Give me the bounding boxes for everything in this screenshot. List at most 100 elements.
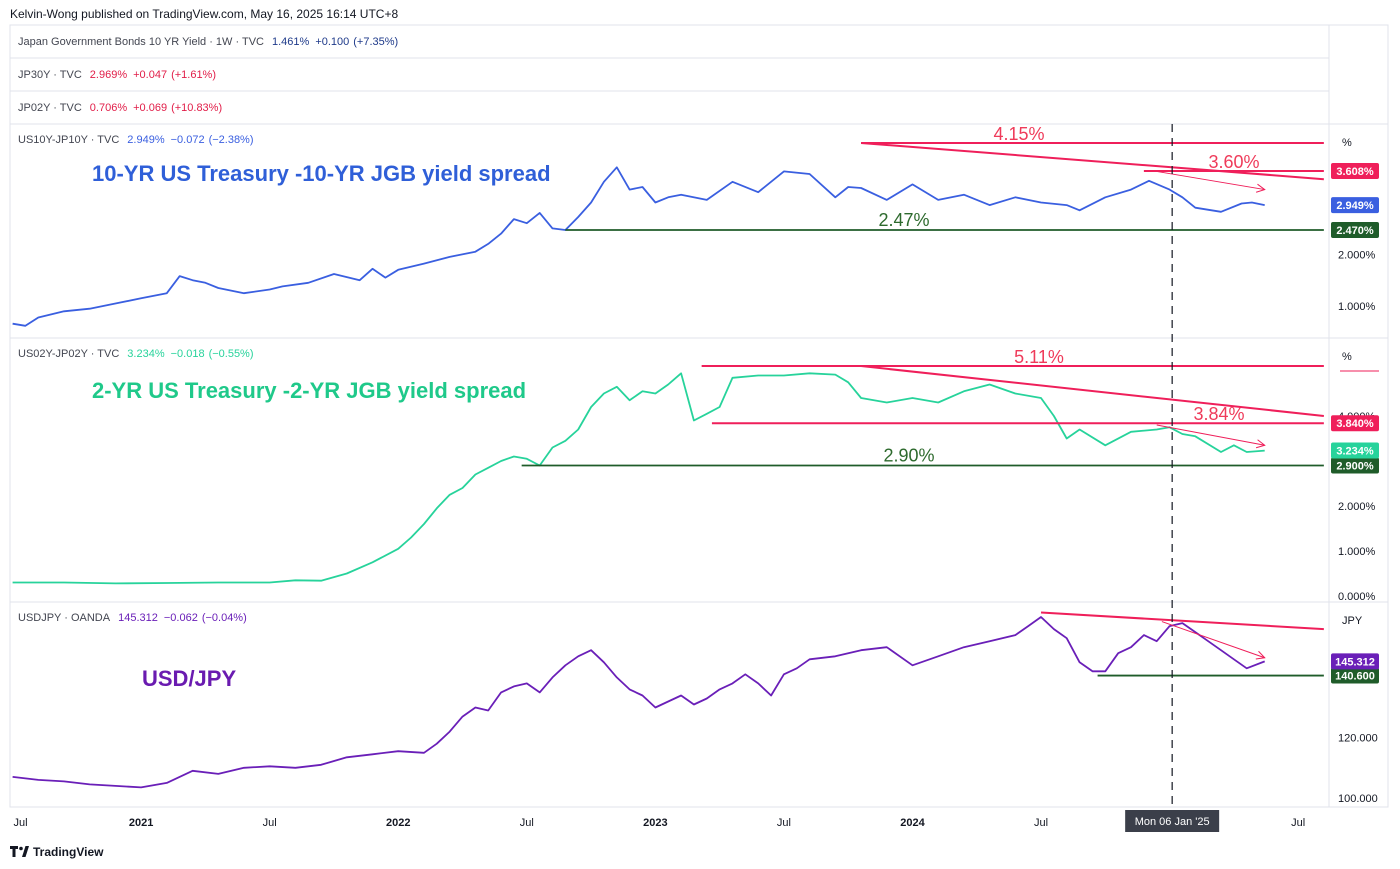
series-line <box>12 372 1265 585</box>
tradingview-logo[interactable]: TradingView <box>10 845 104 859</box>
price-badge-label: 140.600 <box>1335 671 1375 683</box>
legend-value: 3.234% <box>127 348 165 360</box>
x-tick-label: 2023 <box>643 817 667 829</box>
y-tick-label: 100.000 <box>1338 793 1378 805</box>
pane-title: USD/JPY <box>142 666 236 691</box>
legend-change: +0.047 <box>133 69 167 81</box>
x-tick-label: 2021 <box>129 817 153 829</box>
resistance-trendline <box>860 365 1324 417</box>
legend-value: 145.312 <box>118 612 158 624</box>
y-tick-label: 0.000% <box>1338 591 1376 603</box>
resistance-trendline <box>1040 611 1324 631</box>
legend-symbol: Japan Government Bonds 10 YR Yield · 1W … <box>18 36 264 48</box>
x-tick-label: Jul <box>777 817 791 829</box>
legend-value: 2.949% <box>127 134 165 146</box>
price-badge-label: 3.608% <box>1336 166 1374 178</box>
legend-change: −0.072 <box>171 134 205 146</box>
tradingview-logo-icon <box>10 846 18 857</box>
pane-legend: US02Y-JP02Y · TVC 3.234% −0.018 (−0.55%) <box>18 348 254 360</box>
series-line <box>12 166 1265 327</box>
price-badge-label: 2.470% <box>1336 225 1374 237</box>
price-scale-unit: JPY <box>1342 615 1363 627</box>
x-tick-label: 2022 <box>386 817 410 829</box>
legend-symbol: JP02Y · TVC <box>18 102 82 114</box>
projection-arrow-line <box>1156 424 1265 446</box>
legend-pct: (+10.83%) <box>171 102 222 114</box>
legend-change: −0.062 <box>164 612 198 624</box>
pane-title: 2-YR US Treasury -2-YR JGB yield spread <box>92 378 526 403</box>
y-tick-label: 2.000% <box>1338 249 1376 261</box>
pane-legend: USDJPY · OANDA 145.312 −0.062 (−0.04%) <box>18 612 247 624</box>
pane-bottom[interactable]: USDJPY · OANDA 145.312 −0.062 (−0.04%) JPY 10… <box>12 611 1379 805</box>
current-value-badge <box>1331 442 1379 459</box>
resistance-level-label: 5.11% <box>1014 347 1064 367</box>
series-line <box>12 616 1266 789</box>
legend-value: 2.969% <box>90 69 128 81</box>
projection-arrow-head <box>1255 439 1266 449</box>
panes-layer: US10Y-JP10Y · TVC 2.949% −0.072 (−2.38%) % 1.… <box>12 124 1379 805</box>
resistance-level-label: 4.15% <box>993 124 1044 144</box>
x-tick-label: Jul <box>14 817 28 829</box>
crosshair-date-label: Mon 06 Jan '25 <box>1135 816 1210 828</box>
x-tick-label: Jul <box>1291 817 1305 829</box>
brand-name: TradingView <box>33 845 104 859</box>
price-badge <box>1331 163 1379 180</box>
tradingview-logo-dot <box>19 846 23 851</box>
current-value-label: 145.312 <box>1335 656 1375 668</box>
current-value-badge <box>1331 653 1379 670</box>
resistance-trendline <box>860 141 1324 181</box>
legend-symbol: JP30Y · TVC <box>18 69 82 81</box>
price-badge <box>1331 457 1379 474</box>
price-badge <box>1331 667 1379 684</box>
tradingview-logo-slash <box>22 846 29 857</box>
published-by-text: Kelvin-Wong published on TradingView.com… <box>10 7 398 21</box>
legend-symbol: US10Y-JP10Y · TVC <box>18 134 119 146</box>
crosshair-date-badge <box>1125 810 1220 832</box>
legend-row-jp10y[interactable]: Japan Government Bonds 10 YR Yield · 1W … <box>18 36 398 48</box>
y-tick-label: 1.000% <box>1338 301 1376 313</box>
y-tick-label: 120.000 <box>1338 733 1378 745</box>
support-level-label: 2.90% <box>883 446 934 466</box>
pane-title: 10-YR US Treasury -10-YR JGB yield sprea… <box>92 161 551 186</box>
x-tick-label: Jul <box>263 817 277 829</box>
projection-arrow-line <box>1161 621 1265 659</box>
legend-pct: (−0.04%) <box>202 612 247 624</box>
chart-frame <box>9 24 1389 808</box>
resistance-level-label: 3.84% <box>1193 404 1244 424</box>
projection-arrow-head <box>1255 183 1266 193</box>
legend-row-jp30y[interactable]: JP30Y · TVC 2.969% +0.047 (+1.61%) <box>18 69 216 81</box>
pane-top[interactable]: US10Y-JP10Y · TVC 2.949% −0.072 (−2.38%) % 1.… <box>12 124 1379 327</box>
y-tick-label: 1.000% <box>1338 546 1376 558</box>
legend-value: 1.461% <box>272 36 310 48</box>
x-tick-label: 2024 <box>900 817 925 829</box>
current-value-label: 3.234% <box>1336 445 1374 457</box>
legend-value: 0.706% <box>90 102 128 114</box>
pane-middle[interactable]: US02Y-JP02Y · TVC 3.234% −0.018 (−0.55%) % 0.… <box>12 347 1379 603</box>
current-value-label: 2.949% <box>1336 200 1374 212</box>
projection-arrow-line <box>1156 170 1265 191</box>
legend-change: +0.069 <box>133 102 167 114</box>
legend-pct: (−2.38%) <box>209 134 254 146</box>
price-scale-unit: % <box>1342 137 1352 149</box>
price-badge-label: 3.840% <box>1336 418 1374 430</box>
price-badge-label: 2.900% <box>1336 461 1374 473</box>
legend-pct: (−0.55%) <box>209 348 254 360</box>
projection-arrow-head <box>1255 650 1266 660</box>
time-axis[interactable]: Jul 2021 Jul 2022 Jul 2023 Jul 2024 Jul Jul Mon 06… <box>14 124 1306 832</box>
price-badge <box>1331 221 1379 238</box>
price-scale-unit: % <box>1342 351 1352 363</box>
legend-pct: (+1.61%) <box>171 69 216 81</box>
legend-row-jp02y[interactable]: JP02Y · TVC 0.706% +0.069 (+10.83%) <box>18 102 222 114</box>
x-tick-label: Jul <box>520 817 534 829</box>
current-value-badge <box>1331 197 1379 214</box>
legend-change: +0.100 <box>315 36 349 48</box>
legend-pct: (+7.35%) <box>353 36 398 48</box>
legend-symbol: US02Y-JP02Y · TVC <box>18 348 119 360</box>
legend-symbol: USDJPY · OANDA <box>18 612 111 624</box>
pane-legend: US10Y-JP10Y · TVC 2.949% −0.072 (−2.38%) <box>18 134 254 146</box>
support-level-label: 2.47% <box>878 210 929 230</box>
y-tick-label: 2.000% <box>1338 501 1376 513</box>
